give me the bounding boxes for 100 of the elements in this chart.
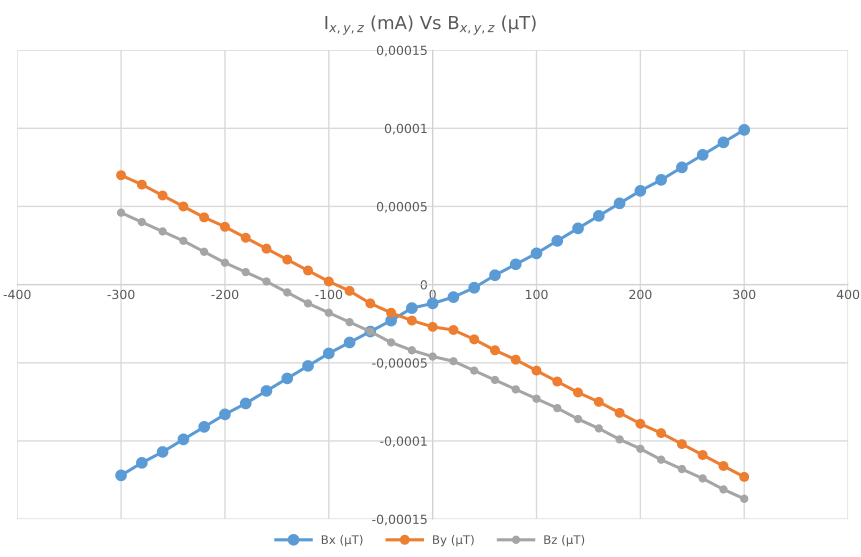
point — [324, 308, 333, 317]
point — [281, 372, 294, 384]
point — [510, 258, 522, 270]
point — [220, 258, 230, 267]
point — [386, 308, 396, 318]
point — [739, 472, 750, 482]
point — [532, 394, 541, 403]
point — [574, 414, 582, 424]
point — [469, 334, 480, 344]
point — [572, 222, 584, 234]
point — [240, 232, 251, 243]
point — [283, 288, 292, 297]
point — [322, 348, 335, 360]
point — [740, 494, 748, 503]
point — [573, 387, 584, 398]
point — [738, 124, 750, 136]
point — [532, 366, 542, 376]
point — [198, 421, 210, 433]
point — [448, 291, 460, 303]
point — [138, 218, 146, 226]
point — [158, 227, 167, 236]
point — [219, 408, 231, 420]
point — [240, 398, 252, 410]
point — [303, 266, 314, 276]
x-tick-label: -100 — [315, 290, 342, 300]
point — [489, 269, 501, 282]
legend-label: Bz (μT) — [544, 534, 584, 546]
point — [260, 385, 272, 397]
point — [136, 180, 147, 190]
point — [512, 385, 520, 394]
point — [428, 352, 437, 361]
point — [676, 162, 688, 174]
point — [200, 248, 208, 256]
point — [428, 322, 438, 332]
point — [220, 222, 230, 232]
x-tick-label: -400 — [4, 290, 31, 300]
point — [634, 184, 646, 197]
x-tick-label: 300 — [733, 290, 756, 300]
point — [199, 212, 210, 222]
point — [468, 282, 480, 294]
point — [594, 396, 604, 407]
point — [718, 460, 728, 471]
point — [510, 354, 521, 365]
point — [676, 439, 687, 450]
point — [262, 277, 271, 286]
point — [614, 198, 626, 210]
point — [553, 404, 562, 412]
point — [365, 298, 376, 308]
point — [592, 210, 605, 222]
point — [408, 346, 416, 354]
point — [719, 485, 728, 494]
point — [470, 366, 478, 375]
point — [302, 360, 314, 372]
y-tick-label: 0,00015 — [376, 46, 427, 56]
point — [594, 424, 603, 433]
point — [426, 298, 438, 310]
point — [530, 248, 542, 260]
point — [449, 357, 458, 366]
point — [158, 190, 168, 201]
point — [156, 446, 168, 458]
x-tick-label: 200 — [629, 290, 652, 300]
point — [696, 149, 709, 161]
x-tick-label: 400 — [836, 290, 860, 300]
point — [406, 316, 417, 326]
point — [698, 474, 707, 483]
point — [324, 276, 334, 286]
point — [655, 174, 667, 186]
x-tick-label: 100 — [526, 290, 548, 300]
point — [261, 244, 272, 254]
point — [656, 456, 666, 464]
point — [635, 418, 646, 429]
point — [115, 470, 127, 482]
point — [552, 376, 562, 387]
point — [678, 464, 686, 474]
point — [490, 345, 500, 356]
point — [551, 235, 564, 247]
point — [636, 444, 645, 453]
y-tick-label: -0,0001 — [380, 436, 427, 448]
x-tick-label: -300 — [108, 290, 134, 300]
point — [490, 376, 500, 384]
point — [718, 136, 730, 148]
point — [282, 254, 292, 265]
legend-label: Bx (μT) — [322, 534, 362, 546]
point — [615, 435, 624, 444]
point — [448, 324, 458, 335]
point — [136, 457, 148, 469]
point — [116, 170, 126, 180]
point — [304, 299, 312, 308]
y-tick-label: -0,00005 — [372, 358, 427, 369]
point — [406, 302, 418, 314]
x-tick-label: -200 — [211, 290, 238, 300]
point — [345, 318, 354, 326]
point — [242, 268, 250, 276]
point — [344, 286, 355, 296]
point — [116, 208, 126, 217]
point — [344, 336, 356, 348]
y-tick-label: 0,0001 — [384, 124, 427, 134]
point — [698, 450, 708, 460]
y-tick-label: -0,00015 — [372, 514, 427, 526]
point — [178, 201, 188, 212]
